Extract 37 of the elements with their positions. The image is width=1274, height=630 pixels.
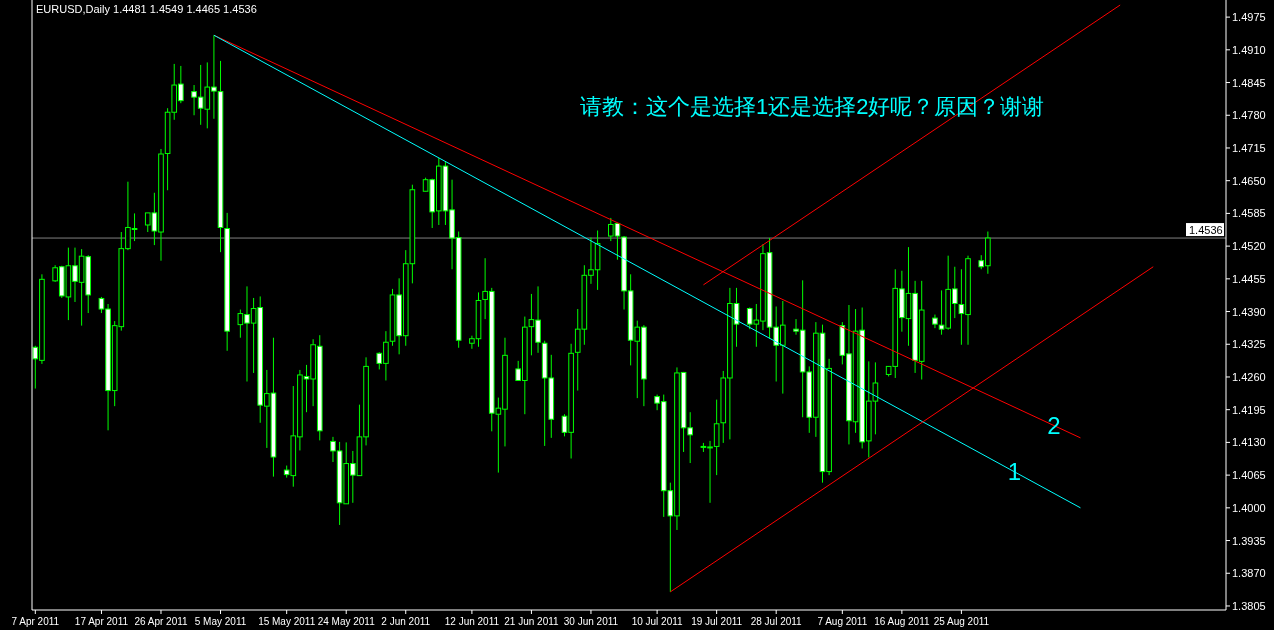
x-tick-label: 2 Jun 2011: [381, 616, 431, 627]
y-tick-label: 1.4845: [1232, 76, 1266, 89]
y-tick-label: 1.4910: [1232, 43, 1266, 56]
x-tick-label: 5 May 2011: [194, 616, 247, 627]
x-tick-label: 16 Aug 2011: [874, 616, 931, 627]
y-tick-label: 1.4000: [1232, 501, 1266, 514]
chart-title: EURUSD,Daily 1.4481 1.4549 1.4465 1.4536: [36, 3, 257, 15]
x-tick-label: 19 Jul 2011: [691, 616, 743, 627]
x-tick-label: 17 Apr 2011: [74, 616, 129, 627]
x-tick-label: 15 May 2011: [258, 616, 316, 627]
y-tick-label: 1.4650: [1232, 174, 1266, 187]
y-tick-label: 1.4520: [1232, 240, 1266, 253]
y-tick-label: 1.3870: [1232, 567, 1266, 580]
y-tick-label: 1.4065: [1232, 469, 1266, 482]
y-tick-label: 1.4715: [1232, 141, 1266, 154]
y-tick-label: 1.4975: [1232, 11, 1266, 24]
x-tick-label: 12 Jun 2011: [444, 616, 500, 627]
ref-label: 1.4536: [1186, 223, 1224, 237]
x-tick-label: 26 Apr 2011: [134, 616, 189, 627]
y-tick-label: 1.4260: [1232, 370, 1266, 383]
x-tick-label: 21 Jun 2011: [504, 616, 560, 627]
y-tick-label: 1.4195: [1232, 403, 1266, 416]
y-tick-label: 1.3935: [1232, 534, 1266, 547]
y-tick-label: 1.4130: [1232, 436, 1266, 449]
y-tick-label: 1.4455: [1232, 272, 1266, 285]
x-tick-label: 10 Jul 2011: [631, 616, 684, 627]
x-tick-label: 24 May 2011: [317, 616, 376, 627]
x-tick-label: 25 Aug 2011: [933, 616, 990, 627]
y-tick-label: 1.4390: [1232, 305, 1266, 318]
x-tick-label: 7 Apr 2011: [11, 616, 60, 627]
x-tick-label: 30 Jun 2011: [563, 616, 619, 627]
y-tick-label: 1.3805: [1232, 599, 1266, 612]
y-tick-label: 1.4780: [1232, 109, 1266, 122]
y-tick-label: 1.4325: [1232, 338, 1266, 351]
y-tick-label: 1.4585: [1232, 207, 1266, 220]
x-tick-label: 28 Jul 2011: [750, 616, 803, 627]
x-tick-label: 7 Aug 2011: [817, 616, 868, 627]
